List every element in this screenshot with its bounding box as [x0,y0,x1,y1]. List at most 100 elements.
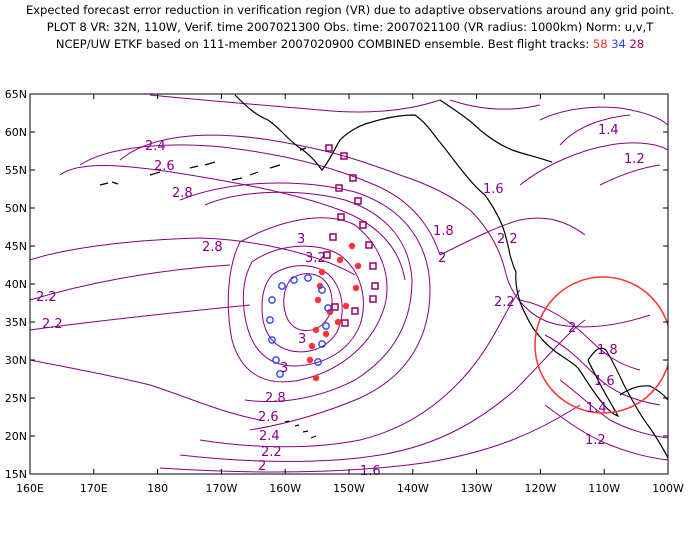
track-28-point [359,221,367,229]
contour-line [159,404,581,473]
track-28-point [351,307,359,315]
track-58-point [316,282,324,290]
latitude-label: 20N [5,430,27,443]
track-28-point [335,184,343,192]
plot-header: Expected forecast error reduction in ver… [0,2,700,53]
track-58-point [308,342,316,350]
track-28-point [325,144,333,152]
track-58-point [352,284,360,292]
latitude-label: 45N [5,240,27,253]
track-34-point [266,316,274,324]
track-58-point [348,242,356,250]
track-28-point [331,303,339,311]
contour-line [439,217,586,256]
longitude-label: 140W [397,482,429,495]
contour-line [30,359,261,421]
track-28-point [340,152,348,160]
axis-ticks [29,93,669,475]
contour-line [30,304,251,331]
contour-layer [30,94,668,473]
track-58-point [354,262,362,270]
contour-label: 2.2 [261,445,282,460]
contour-label: 2.4 [259,429,280,444]
contour-label: 2.2 [42,317,63,332]
contour-label: 2.6 [258,410,279,425]
track-34-point [322,322,330,330]
track-58-point [342,302,350,310]
longitude-label: 170E [80,482,108,495]
contour-label: 2.4 [145,139,166,154]
track-58-point [318,268,326,276]
mexico-coast [587,347,668,459]
contour-label: 1.6 [483,182,504,197]
contour-label: 1.6 [594,374,615,389]
latitude-label: 60N [5,126,27,139]
latitude-label: 25N [5,392,27,405]
flight-track-34 [266,274,332,378]
longitude-label: 170W [205,482,237,495]
canada-inland [439,99,553,163]
flight-track-28 [323,144,379,327]
latitude-label: 15N [5,468,27,481]
track-28-point [329,233,337,241]
track-34-point [276,370,284,378]
contour-line [59,165,406,281]
track-28-point [354,197,362,205]
track-number-28: 28 [629,37,645,51]
contour-label: 1.8 [597,343,618,358]
track-34-point [268,336,276,344]
contour-label-layer: 2.4 2.6 2.8 2.8 3 3.2 3 3 2.2 2.2 1.4 1.… [36,123,645,479]
track-34-point [318,340,326,348]
track-28-point [349,174,357,182]
track-number-58: 58 [592,37,608,51]
contour-line [539,106,668,126]
track-58-point [336,256,344,264]
track-28-point [365,241,373,249]
track-28-point [337,213,345,221]
track-34-point [278,282,286,290]
track-58-point [334,318,342,326]
longitude-label: 180 [147,482,168,495]
track-number-34: 34 [611,37,626,51]
contour-label: 2 [568,321,576,336]
contour-label: 2.6 [154,159,175,174]
contour-label: 1.6 [360,464,381,479]
contour-label: 1.4 [586,401,607,416]
latitude-axis: 15N 20N 25N 30N 35N 40N 45N 50N 55N 60N 65N [5,88,27,481]
coastlines [99,94,668,459]
contour-line [119,134,471,211]
contour-line [599,164,661,186]
contour-line [544,404,668,461]
contour-line [204,191,413,403]
us-west-coast [515,271,579,369]
contour-label: 3 [280,361,288,376]
track-58-point [312,326,320,334]
contour-label: 2.8 [172,186,193,201]
contour-label: 2.2 [497,232,518,247]
latitude-label: 30N [5,354,27,367]
contour-line [199,289,521,448]
contour-label: 2.2 [494,295,515,310]
latitude-label: 35N [5,316,27,329]
contour-line [519,299,641,371]
track-28-point [369,295,377,303]
contour-label: 2.2 [36,290,57,305]
track-28-point [341,319,349,327]
contour-line [469,209,651,328]
contour-label: 2.8 [202,240,223,255]
track-28-point [371,282,379,290]
contour-label: 2 [258,459,266,474]
contour-line [449,99,541,110]
header-line-3-text: NCEP/UW ETKF based on 111-member 2007020… [55,37,590,51]
contour-line [242,245,364,367]
track-34-point [318,286,326,294]
contour-label: 1.4 [598,123,619,138]
track-58-point [306,356,314,364]
contour-line [283,273,333,332]
aleutian-islands [99,147,307,186]
contour-line [30,237,356,276]
alaska-coast [234,94,486,196]
longitude-axis: 160E 170E 180 170W 160W 150W 140W 130W 120W 110W 1… [16,482,684,495]
longitude-label: 130W [461,482,493,495]
